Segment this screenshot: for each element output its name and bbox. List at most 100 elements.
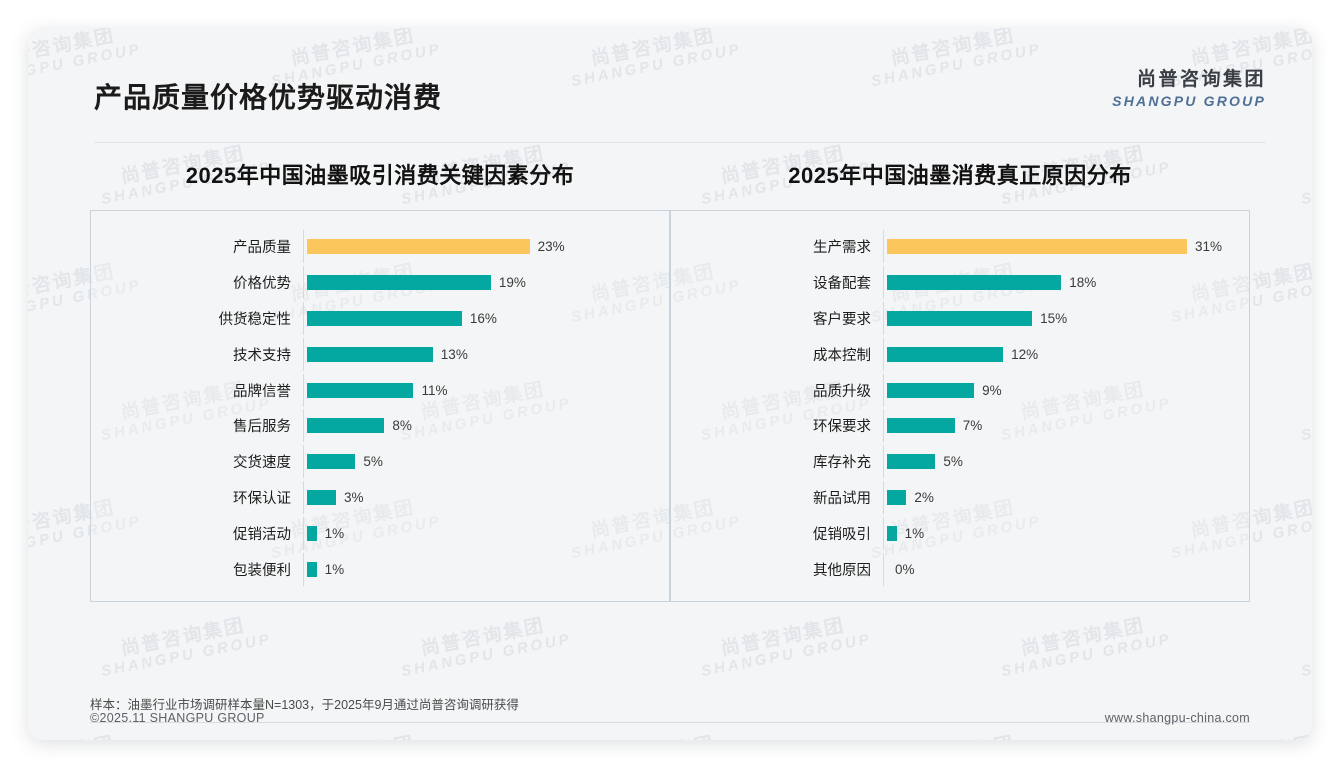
bar[interactable] xyxy=(307,275,491,291)
bar-category-label: 供货稳定性 xyxy=(218,311,292,328)
bar-value-label: 1% xyxy=(904,525,925,541)
bar-value-label: 15% xyxy=(1040,310,1068,326)
bar-category-label: 其他原因 xyxy=(813,562,871,579)
charts-container: 2025年中国油墨吸引消费关键因素分布产品质量 23% 价格优势 19% 供货稳定性 16… xyxy=(28,158,1312,602)
footnote-divider xyxy=(90,722,1250,723)
bar-track: 23% xyxy=(303,230,669,264)
bar[interactable] xyxy=(887,346,1004,362)
bar[interactable] xyxy=(307,382,414,398)
bar-row: 客户要求 15% xyxy=(671,301,1249,335)
bar-row: 环保要求 7% xyxy=(671,409,1249,443)
bar-track: 9% xyxy=(883,373,1249,407)
bar[interactable] xyxy=(887,418,955,434)
bar[interactable] xyxy=(307,489,337,505)
bar-track: 12% xyxy=(883,337,1249,371)
bar-row: 环保认证 3% xyxy=(91,480,669,514)
bar[interactable] xyxy=(307,346,433,362)
bar-track: 0% xyxy=(883,552,1249,586)
bar-value-label: 1% xyxy=(324,561,345,577)
bar-value-label: 0% xyxy=(895,561,915,577)
bar-row: 生产需求 31% xyxy=(671,230,1249,264)
bar-chart-plot: 生产需求 31% 设备配套 18% 客户要求 15% 成本控制 12% 品质升级 9% 环保要求 7%… xyxy=(671,229,1249,587)
bar-value-label: 18% xyxy=(1069,275,1097,291)
chart-block-right: 2025年中国油墨消费真正原因分布生产需求 31% 设备配套 18% 客户要求 15% 成本… xyxy=(670,158,1250,602)
bar-track: 5% xyxy=(303,445,669,479)
bar-highlighted[interactable] xyxy=(307,239,530,255)
sample-footnote: 样本：油墨行业市场调研样本量N=1303，于2025年9月通过尚普咨询调研获得 xyxy=(90,698,519,712)
website-link[interactable]: www.shangpu-china.com xyxy=(1104,711,1250,725)
bar-track: 2% xyxy=(883,480,1249,514)
bar-track: 13% xyxy=(303,337,669,371)
bar-row: 其他原因 0% xyxy=(671,552,1249,586)
bar-track: 1% xyxy=(303,516,669,550)
bar[interactable] xyxy=(887,489,907,505)
bar-value-label: 9% xyxy=(982,382,1002,398)
bar[interactable] xyxy=(307,525,317,541)
chart-card: 生产需求 31% 设备配套 18% 客户要求 15% 成本控制 12% 品质升级 9% 环保要求 7%… xyxy=(670,210,1250,602)
bar-track: 31% xyxy=(883,230,1249,264)
bar-row: 促销吸引 1% xyxy=(671,516,1249,550)
bar-category-label: 客户要求 xyxy=(813,311,871,328)
bar-value-label: 5% xyxy=(363,454,383,470)
bar-value-label: 13% xyxy=(440,346,468,362)
bar[interactable] xyxy=(307,418,385,434)
bar-chart-plot: 产品质量 23% 价格优势 19% 供货稳定性 16% 技术支持 13% 品牌信誉 11% 售后服务… xyxy=(91,229,669,587)
bar-value-label: 2% xyxy=(914,489,934,505)
bar-category-label: 技术支持 xyxy=(233,347,291,364)
bar-category-label: 成本控制 xyxy=(813,347,871,364)
bar[interactable] xyxy=(887,310,1033,326)
bar-row: 产品质量 23% xyxy=(91,230,669,264)
bar-value-label: 16% xyxy=(469,310,497,326)
bar-highlighted[interactable] xyxy=(887,239,1187,255)
bar-track: 11% xyxy=(303,373,669,407)
bar-row: 供货稳定性 16% xyxy=(91,301,669,335)
bar-row: 交货速度 5% xyxy=(91,445,669,479)
brand-name-en: SHANGPU GROUP xyxy=(1112,93,1266,109)
bar-category-label: 品质升级 xyxy=(813,383,871,400)
footnote-section: 样本：油墨行业市场调研样本量N=1303，于2025年9月通过尚普咨询调研获得 xyxy=(90,694,1250,723)
bar[interactable] xyxy=(307,454,356,470)
bar-row: 包装便利 1% xyxy=(91,552,669,586)
bar-category-label: 促销吸引 xyxy=(813,526,871,543)
bar-row: 促销活动 1% xyxy=(91,516,669,550)
bar-category-label: 库存补充 xyxy=(813,455,871,472)
bar-category-label: 环保认证 xyxy=(233,490,291,507)
chart-card: 产品质量 23% 价格优势 19% 供货稳定性 16% 技术支持 13% 品牌信誉 11% 售后服务… xyxy=(90,210,670,602)
bar[interactable] xyxy=(887,275,1062,291)
bar[interactable] xyxy=(307,310,462,326)
bar-category-label: 产品质量 xyxy=(233,240,291,257)
bar-row: 新品试用 2% xyxy=(671,480,1249,514)
slide-header: 产品质量价格优势驱动消费 尚普咨询集团 SHANGPU GROUP xyxy=(28,28,1312,143)
bar-row: 品质升级 9% xyxy=(671,373,1249,407)
bar-track: 19% xyxy=(303,266,669,300)
bar-track: 15% xyxy=(883,301,1249,335)
bar-row: 库存补充 5% xyxy=(671,445,1249,479)
bar-row: 价格优势 19% xyxy=(91,266,669,300)
chart-title: 2025年中国油墨消费真正原因分布 xyxy=(788,163,1132,188)
chart-title: 2025年中国油墨吸引消费关键因素分布 xyxy=(185,163,575,188)
bar[interactable] xyxy=(887,454,936,470)
bar-track: 18% xyxy=(883,266,1249,300)
chart-block-left: 2025年中国油墨吸引消费关键因素分布产品质量 23% 价格优势 19% 供货稳定性 16… xyxy=(90,158,670,602)
page-title: 产品质量价格优势驱动消费 xyxy=(94,82,443,113)
bar-track: 1% xyxy=(883,516,1249,550)
slide-footer: ©2025.11 SHANGPU GROUP www.shangpu-china… xyxy=(28,696,1312,740)
bar-category-label: 促销活动 xyxy=(233,526,291,543)
bar-category-label: 包装便利 xyxy=(233,562,291,579)
bar-value-label: 19% xyxy=(498,275,526,291)
bar-value-label: 8% xyxy=(392,418,412,434)
bar-category-label: 售后服务 xyxy=(233,419,291,436)
bar[interactable] xyxy=(307,561,317,577)
copyright-text: ©2025.11 SHANGPU GROUP xyxy=(90,711,265,725)
bar-value-label: 3% xyxy=(344,489,364,505)
bar-value-label: 23% xyxy=(537,239,565,255)
bar-value-label: 7% xyxy=(962,418,983,434)
bar[interactable] xyxy=(887,382,975,398)
bar-row: 售后服务 8% xyxy=(91,409,669,443)
bar[interactable] xyxy=(887,525,897,541)
bar-category-label: 设备配套 xyxy=(813,276,871,293)
